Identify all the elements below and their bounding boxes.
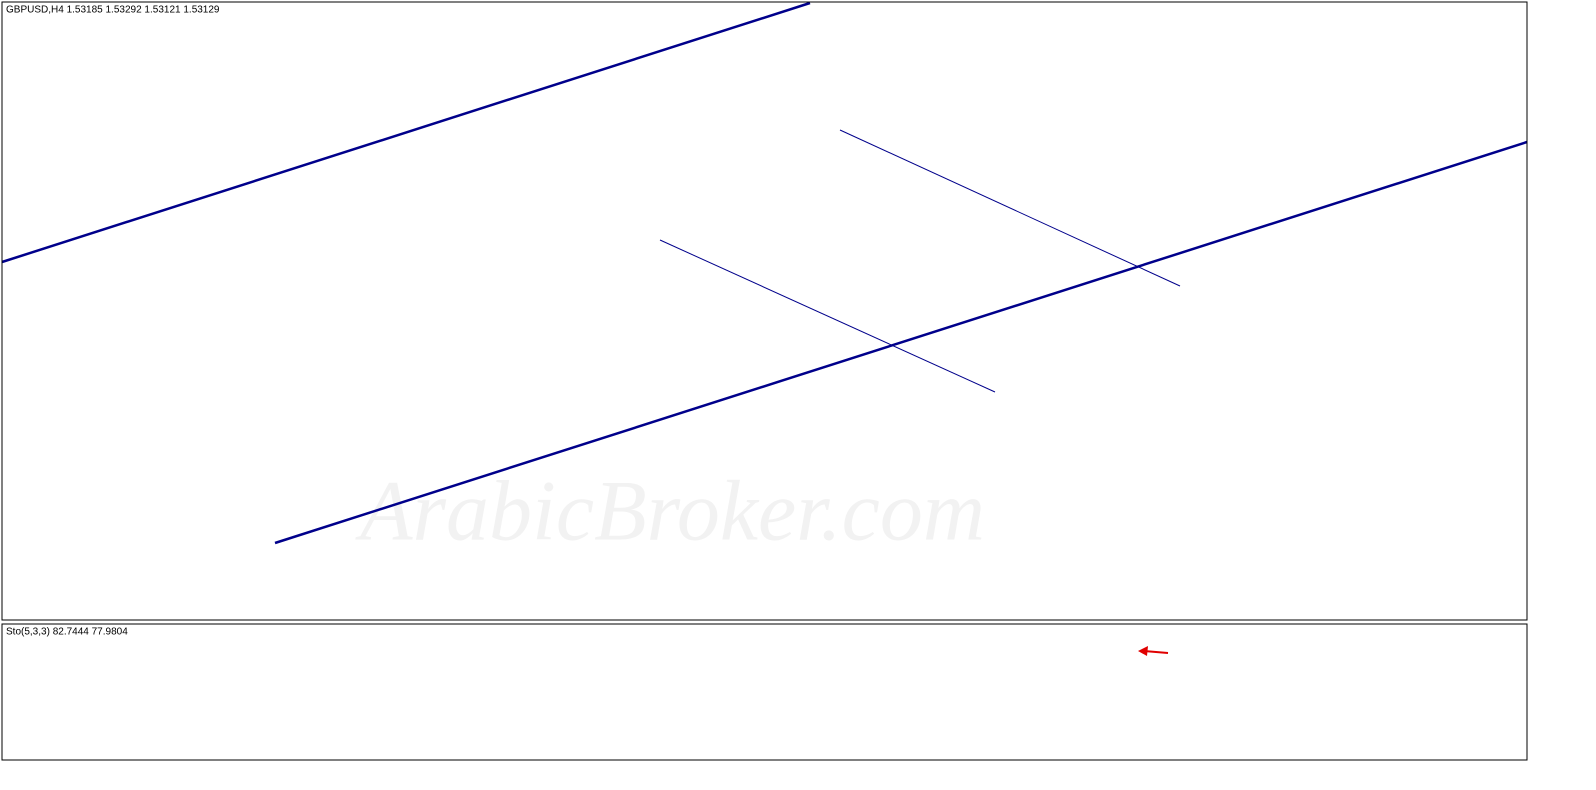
watermark: ArabicBroker.com	[355, 463, 985, 559]
arrow	[1143, 650, 1169, 654]
chart-title: GBPUSD,H4 1.53185 1.53292 1.53121 1.5312…	[6, 5, 220, 16]
arrow-head	[1138, 646, 1148, 656]
trend-line	[1, 1, 811, 264]
sub-frame	[1, 623, 1528, 761]
channel-line	[839, 129, 1181, 287]
main-frame	[1, 1, 1528, 621]
channel-line	[659, 239, 996, 393]
trend-line	[274, 140, 1528, 545]
indicator-title: Sto(5,3,3) 82.7444 77.9804	[6, 627, 128, 638]
